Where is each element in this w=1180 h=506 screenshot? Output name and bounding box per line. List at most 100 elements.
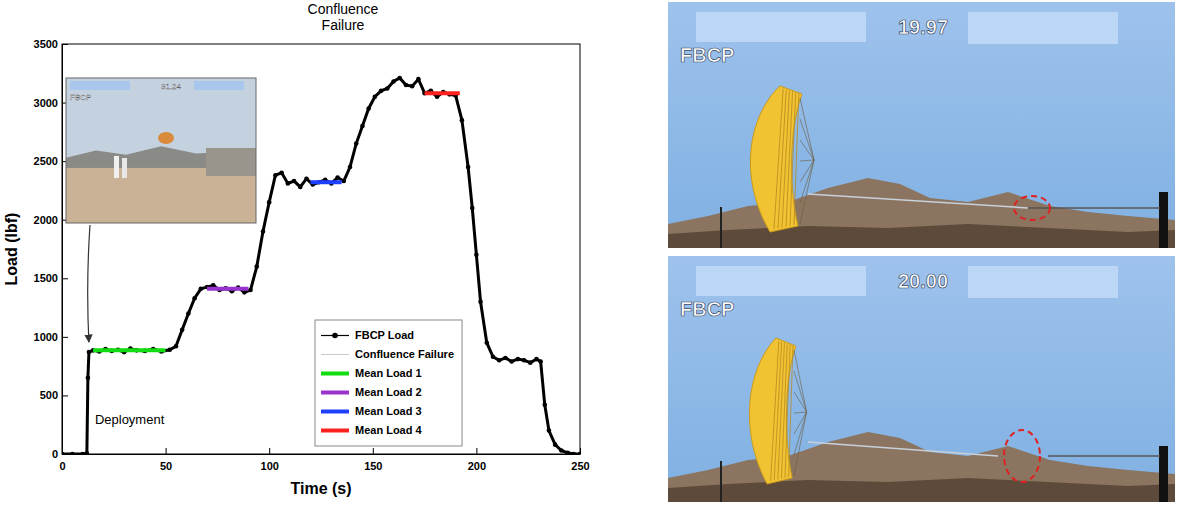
load-point (360, 124, 365, 129)
x-tick-label: 50 (160, 460, 172, 472)
inset-photo: FBCP31.24 (66, 78, 256, 223)
legend-label: Mean Load 1 (355, 367, 422, 379)
parachute-line (794, 350, 807, 412)
load-point (279, 171, 284, 176)
frame-post (1159, 192, 1168, 248)
load-point (509, 359, 514, 364)
inset-structure (206, 148, 256, 176)
load-point (553, 442, 558, 447)
x-tick-mark (269, 448, 270, 454)
frame-parachute (749, 338, 806, 484)
frame-sky (668, 256, 1175, 502)
parachute-gore (786, 91, 793, 226)
parachute-canopy (750, 86, 802, 232)
y-tick: 1000 (34, 331, 68, 343)
load-point (534, 357, 539, 362)
y-tick: 3000 (34, 97, 68, 109)
load-point (87, 350, 92, 355)
frame-foothills (668, 478, 1175, 502)
legend-label: Confluence Failure (355, 348, 454, 360)
mean-load-line (93, 348, 166, 352)
parachute-gore (782, 91, 789, 228)
frame-parachute (750, 86, 814, 232)
inset-blank (70, 81, 130, 90)
chart-title: ConfluenceFailure (308, 1, 379, 33)
frame-blank (968, 266, 1118, 298)
frame-cable-faint (808, 442, 998, 456)
y-tick-label: 1000 (34, 331, 58, 343)
load-point (522, 358, 527, 363)
load-point (571, 452, 576, 454)
x-tick-label: 250 (571, 460, 589, 472)
load-point (292, 179, 297, 184)
load-point (516, 357, 521, 362)
x-tick: 150 (364, 448, 382, 472)
legend-swatch (321, 410, 349, 414)
y-tick-label: 2500 (34, 155, 58, 167)
frame-timestamp: 19.97 (898, 16, 948, 38)
parachute-line (794, 412, 807, 476)
load-point (528, 360, 533, 365)
load-point (273, 173, 278, 178)
load-point (578, 452, 580, 454)
x-axis-line (63, 454, 581, 455)
x-axis-title: Time (s) (290, 480, 351, 497)
legend-swatch (321, 354, 349, 355)
y-tick-label: 2000 (34, 214, 58, 226)
load-point (248, 288, 253, 293)
frame-pole (720, 207, 722, 248)
parachute-gore (789, 345, 793, 477)
x-tick: 50 (160, 448, 172, 472)
highlight-ellipse (1014, 196, 1050, 220)
frame-blank (696, 12, 866, 42)
load-point (379, 89, 384, 94)
frame-blank (968, 12, 1118, 44)
x-tick-label: 200 (468, 460, 486, 472)
frame-cable-faint (808, 194, 1028, 208)
inset-ground (66, 168, 256, 223)
x-tick-mark (580, 448, 581, 454)
x-tick-label: 150 (364, 460, 382, 472)
y-tick: 0 (52, 448, 68, 460)
legend-marker (332, 333, 338, 339)
load-point (261, 229, 266, 234)
parachute-line (800, 160, 814, 203)
load-line (62, 78, 580, 454)
x-tick-mark (166, 448, 167, 454)
load-point (167, 347, 172, 352)
inset-person (122, 158, 127, 178)
load-point (397, 76, 402, 81)
load-point (538, 359, 543, 364)
mean-load-line (207, 287, 248, 291)
x-tick: 200 (468, 448, 486, 472)
load-point (286, 181, 291, 186)
load-point (80, 452, 85, 454)
load-point (86, 376, 91, 381)
load-point (416, 77, 421, 82)
y-axis: 0 500 1000 1500 2000 2500 3000 3500 (34, 38, 68, 460)
y-tick-label: 3000 (34, 97, 58, 109)
legend-swatch (321, 429, 349, 433)
parachute-line (800, 160, 814, 161)
frame-mountains (668, 432, 1175, 502)
y-tick-mark (62, 337, 68, 338)
x-tick-label: 100 (261, 460, 279, 472)
load-point (466, 165, 471, 170)
load-point (404, 83, 409, 88)
legend-swatch (321, 391, 349, 395)
load-point (503, 356, 508, 361)
legend-label: FBCP Load (355, 329, 414, 341)
mean-load-line (425, 91, 460, 95)
video-frame: 19.97FBCP (668, 2, 1175, 248)
load-point (474, 253, 479, 258)
y-tick-label: 1500 (34, 272, 58, 284)
x-tick-label: 0 (59, 460, 65, 472)
y-tick-label: 3500 (34, 38, 58, 50)
y-tick-label: 500 (40, 389, 58, 401)
load-point (373, 94, 378, 99)
parachute-gore (778, 90, 786, 229)
parachute-canopy (749, 338, 795, 484)
load-point (354, 141, 359, 146)
chart: 0501001502002500500100015002000250030003… (3, 1, 590, 497)
parachute-line (794, 412, 807, 413)
